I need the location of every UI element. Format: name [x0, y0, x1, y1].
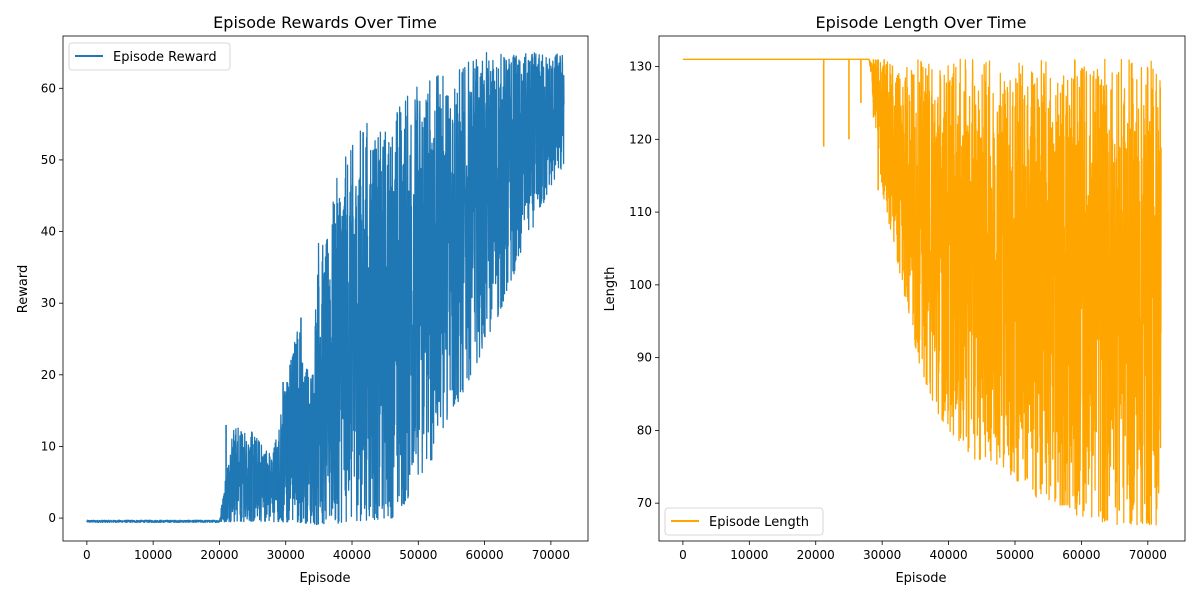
y-axis-ticks: 70 80 90 100 110 120 130 — [629, 60, 659, 510]
y-tick-label: 60 — [41, 81, 56, 95]
x-tick-label: 20000 — [200, 548, 238, 562]
x-axis-ticks: 0 10000 20000 30000 40000 50000 60000 70000 — [679, 541, 1167, 562]
y-tick-label: 90 — [637, 351, 652, 365]
x-tick-label: 70000 — [1129, 548, 1167, 562]
axes-frame — [62, 35, 589, 542]
x-tick-label: 0 — [679, 548, 687, 562]
y-tick-label: 100 — [629, 278, 652, 292]
legend: Episode Length — [664, 507, 824, 536]
series-line — [86, 52, 565, 526]
y-axis-ticks: 0 10 20 30 40 50 60 — [41, 81, 63, 525]
y-tick-label: 130 — [629, 60, 652, 74]
x-tick-label: 60000 — [465, 548, 503, 562]
chart-title: Episode Length Over Time — [816, 13, 1027, 32]
x-axis-ticks: 0 10000 20000 30000 40000 50000 60000 70000 — [83, 541, 570, 562]
x-tick-label: 30000 — [267, 548, 305, 562]
x-tick-label: 60000 — [1062, 548, 1100, 562]
y-tick-label: 30 — [41, 296, 56, 310]
x-axis-label: Episode — [895, 571, 946, 586]
legend-frame — [68, 42, 231, 71]
x-tick-label: 40000 — [333, 548, 371, 562]
y-tick-label: 110 — [629, 205, 652, 219]
x-tick-label: 40000 — [929, 548, 967, 562]
x-tick-label: 50000 — [399, 548, 437, 562]
rewards-chart: Episode Rewards Over Time 0 10000 20000 300… — [16, 13, 589, 586]
x-tick-label: 70000 — [532, 548, 570, 562]
length-chart: Episode Length Over Time 0 10000 20000 3000… — [603, 13, 1186, 586]
legend: Episode Reward — [68, 42, 231, 71]
x-tick-label: 10000 — [730, 548, 768, 562]
y-tick-label: 70 — [637, 496, 652, 510]
x-tick-label: 10000 — [134, 548, 172, 562]
legend-label: Episode Length — [709, 515, 809, 530]
legend-frame — [664, 507, 824, 536]
axes-frame — [658, 35, 1186, 542]
y-tick-label: 20 — [41, 368, 56, 382]
x-tick-label: 20000 — [797, 548, 835, 562]
x-tick-label: 0 — [83, 548, 91, 562]
legend-label: Episode Reward — [113, 50, 217, 65]
y-tick-label: 10 — [41, 439, 56, 453]
y-axis-label: Reward — [16, 265, 31, 313]
y-tick-label: 80 — [637, 423, 652, 437]
y-tick-label: 40 — [41, 225, 56, 239]
chart-title: Episode Rewards Over Time — [213, 13, 437, 32]
y-axis-label: Length — [603, 267, 618, 312]
x-axis-label: Episode — [299, 571, 350, 586]
plot-area — [682, 58, 1162, 526]
series-line — [682, 58, 1162, 526]
x-tick-label: 50000 — [996, 548, 1034, 562]
x-tick-label: 30000 — [863, 548, 901, 562]
y-tick-label: 120 — [629, 132, 652, 146]
plot-area — [86, 52, 565, 526]
y-tick-label: 50 — [41, 153, 56, 167]
y-tick-label: 0 — [48, 511, 56, 525]
